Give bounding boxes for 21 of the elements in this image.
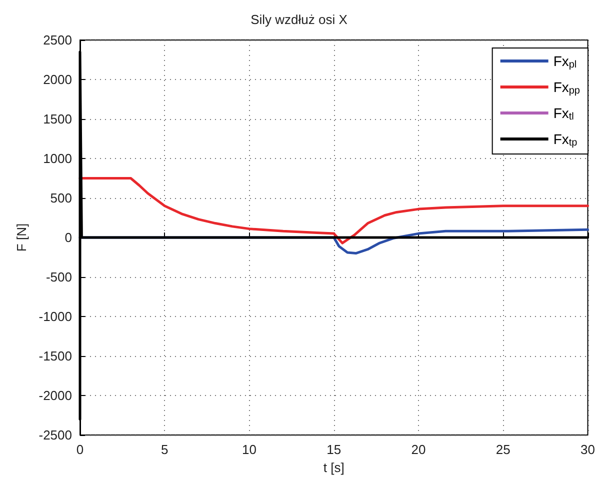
y-tick-label: 500: [50, 190, 72, 206]
y-tick-label: -2500: [38, 428, 72, 442]
y-tick-label: 2000: [43, 72, 72, 87]
x-tick-label: 15: [326, 442, 342, 457]
y-tick-label: 1500: [43, 112, 72, 126]
y-tick-label: 0: [64, 230, 72, 245]
x-axis-title: t [s]: [323, 460, 344, 475]
x-tick-label: 10: [242, 442, 256, 457]
y-tick-label: -1000: [38, 309, 72, 324]
chart-title: Sily wzdłuż osi X: [250, 12, 348, 27]
y-axis-title: F [N]: [14, 223, 29, 252]
x-tick-label: 5: [161, 442, 168, 457]
x-tick-label: 20: [411, 442, 426, 457]
y-tick-label: -1500: [38, 348, 72, 364]
y-tick-label: -500: [46, 270, 72, 284]
y-tick-label: 2500: [43, 32, 72, 48]
y-tick-label: -2000: [38, 388, 72, 403]
x-tick-label: 0: [76, 442, 84, 457]
y-tick-label: 1000: [43, 151, 72, 166]
x-tick-label: 25: [496, 442, 510, 457]
x-tick-label: 30: [580, 442, 596, 457]
